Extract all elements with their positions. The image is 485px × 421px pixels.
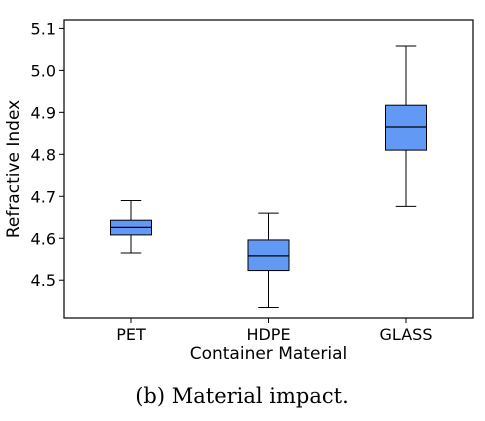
y-tick-label: 4.9 — [31, 103, 56, 122]
y-tick-label: 4.6 — [31, 229, 56, 248]
box-pet — [110, 199, 152, 254]
box-series — [110, 45, 427, 309]
y-tick-label: 5.0 — [31, 61, 56, 80]
y-tick-label: 4.5 — [31, 271, 56, 290]
figure-caption: (b) Material impact. — [135, 384, 349, 408]
x-axis-ticks: PET HDPE GLASS — [116, 318, 432, 344]
plot-area-frame — [63, 19, 474, 319]
box-iqr — [385, 104, 427, 151]
y-axis-label: Refractive Index — [4, 100, 24, 238]
y-tick-label: 5.1 — [31, 19, 56, 38]
y-tick-label: 4.7 — [31, 187, 56, 206]
x-tick-label: GLASS — [380, 325, 433, 344]
box-hdpe — [247, 212, 290, 309]
box-glass — [385, 45, 427, 207]
x-axis-label: Container Material — [190, 344, 348, 364]
x-tick-label: PET — [116, 325, 146, 344]
y-tick-label: 4.8 — [31, 145, 56, 164]
box-iqr — [247, 239, 290, 272]
y-axis-ticks: 4.5 4.6 4.7 4.8 4.9 5.0 5.1 — [31, 19, 64, 290]
x-tick-label: HDPE — [246, 325, 290, 344]
